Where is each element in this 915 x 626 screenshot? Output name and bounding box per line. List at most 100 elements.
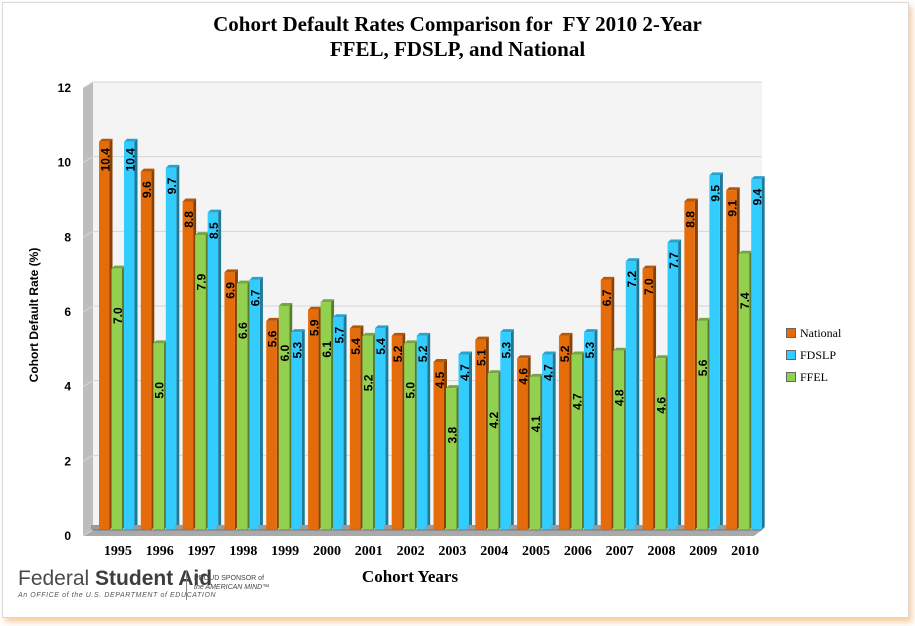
floor-marker xyxy=(383,525,394,530)
bar-fdslp-2007 xyxy=(625,261,637,530)
bar-national-1998 xyxy=(224,272,235,530)
data-label: 4.6 xyxy=(654,397,668,414)
bar-top xyxy=(475,336,489,340)
floor-marker xyxy=(91,525,101,530)
y-tick-label: 2 xyxy=(64,454,71,468)
bar-top xyxy=(751,176,765,180)
chart-title-line-1: Cohort Default Rates Comparison for FY 2… xyxy=(213,12,702,36)
bar-top xyxy=(391,332,406,336)
bar-national-1997 xyxy=(182,201,194,530)
bar-side xyxy=(636,258,640,530)
legend-item-fdslp: FDSLP xyxy=(786,344,856,366)
bar-fdslp-2004 xyxy=(500,332,511,530)
data-label: 4.2 xyxy=(487,412,501,429)
data-label: 8.8 xyxy=(182,211,196,228)
bar-top xyxy=(684,198,698,202)
logo-sponsor-line-2: the AMERICAN MIND™ xyxy=(194,584,270,591)
bar-side xyxy=(259,276,263,530)
bar-side xyxy=(510,329,514,530)
bar-fdslp-2003 xyxy=(458,354,469,530)
gridline-side xyxy=(82,529,94,537)
bar-top xyxy=(655,355,669,359)
bar-top xyxy=(153,340,167,344)
gridline-side xyxy=(82,81,94,89)
bar-top xyxy=(278,303,293,306)
data-label: 7.0 xyxy=(642,278,656,295)
legend-label: FFEL xyxy=(800,369,829,384)
x-tick-label: 1999 xyxy=(271,544,299,559)
bar-ffel-2005 xyxy=(529,376,541,530)
data-label: 5.4 xyxy=(349,338,363,355)
bar-side xyxy=(218,209,222,530)
floor-marker xyxy=(300,525,311,530)
y-tick-label: 12 xyxy=(58,81,72,95)
data-label: 5.6 xyxy=(696,359,710,376)
data-label: 7.9 xyxy=(194,273,208,290)
x-tick-label: 2001 xyxy=(355,544,383,559)
bar-top xyxy=(291,329,305,333)
data-label: 4.7 xyxy=(458,364,472,381)
bar-top xyxy=(446,385,460,389)
floor-marker xyxy=(341,525,352,530)
bar-fdslp-2008 xyxy=(667,242,679,531)
floor-marker xyxy=(132,525,143,530)
bar-ffel-2007 xyxy=(613,350,624,530)
data-label: 4.7 xyxy=(541,364,555,381)
bar-top xyxy=(207,209,222,213)
legend-label: National xyxy=(800,325,842,340)
data-label: 9.6 xyxy=(140,181,154,198)
bar-side xyxy=(678,239,682,531)
bar-national-1999 xyxy=(266,320,277,530)
bar-top xyxy=(458,351,472,355)
data-label: 5.6 xyxy=(266,330,280,347)
x-tick-label: 2008 xyxy=(647,544,675,559)
bar-national-2003 xyxy=(433,362,444,530)
data-label: 6.0 xyxy=(278,344,292,361)
bar-ffel-2002 xyxy=(404,343,415,530)
bar-national-2002 xyxy=(391,335,403,530)
data-label: 5.2 xyxy=(362,374,376,391)
logo-sponsor-line-1: PROUD SPONSOR of xyxy=(194,575,265,582)
federal-student-aid-logo: Federal Student Aid An OFFICE of the U.S… xyxy=(18,567,308,607)
bar-national-2008 xyxy=(642,268,654,530)
data-label: 5.0 xyxy=(403,382,417,399)
bar-top xyxy=(738,250,753,254)
x-tick-label: 2003 xyxy=(438,544,466,559)
bar-top xyxy=(124,138,138,142)
bar-top xyxy=(320,299,335,303)
bar-national-1995 xyxy=(99,141,110,530)
bar-national-2004 xyxy=(475,339,486,530)
gridline-side xyxy=(82,380,94,388)
y-tick-label: 10 xyxy=(58,156,72,170)
logo-name-light: Federal xyxy=(18,567,96,590)
bar-top xyxy=(404,340,418,344)
bar-ffel-2006 xyxy=(571,354,582,530)
data-label: 5.1 xyxy=(475,349,489,366)
y-tick-label: 4 xyxy=(64,380,71,394)
y-tick-label: 0 xyxy=(64,529,71,543)
bar-side xyxy=(343,314,347,530)
data-label: 6.7 xyxy=(600,289,614,306)
floor-marker xyxy=(174,525,185,530)
bar-top xyxy=(696,317,711,321)
bar-top xyxy=(500,329,514,333)
logo-divider xyxy=(186,570,187,600)
bar-top xyxy=(642,265,657,269)
bar-ffel-1998 xyxy=(236,283,248,530)
x-tick-label: 2006 xyxy=(564,544,592,559)
data-label: 6.9 xyxy=(224,282,238,299)
bar-top xyxy=(558,332,573,336)
data-label: 4.8 xyxy=(613,389,627,406)
bar-top xyxy=(433,359,447,362)
data-label: 5.3 xyxy=(583,341,597,358)
bar-side xyxy=(385,325,389,530)
bar-top xyxy=(165,164,180,168)
x-axis-label: Cohort Years xyxy=(361,567,459,586)
bar-fdslp-2009 xyxy=(709,175,720,531)
bar-fdslp-2002 xyxy=(416,335,428,530)
bar-side xyxy=(552,351,556,530)
floor-marker xyxy=(676,525,687,530)
data-label: 6.1 xyxy=(320,341,334,358)
bar-fdslp-1998 xyxy=(249,279,260,530)
